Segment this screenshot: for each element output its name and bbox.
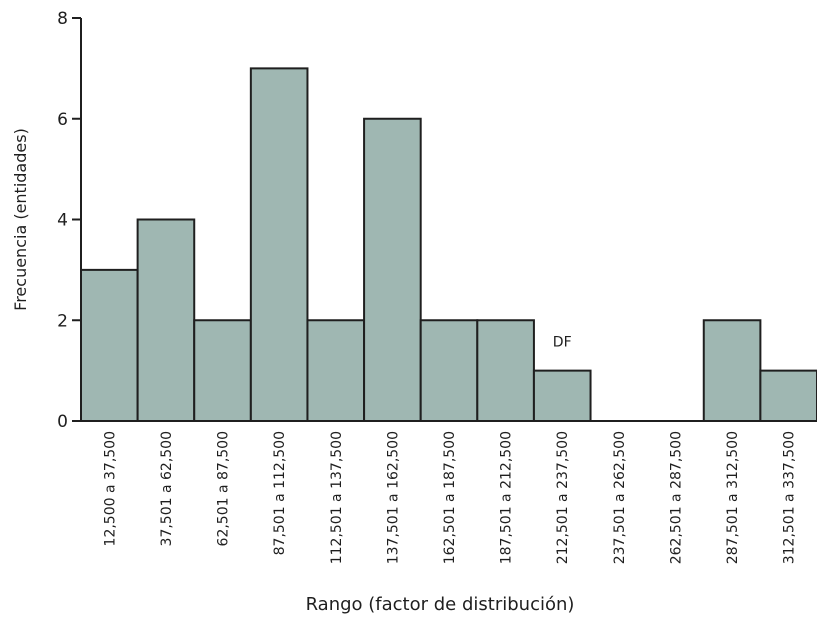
y-tick-label: 2 bbox=[57, 311, 68, 331]
x-tick-label: 212,501 a 237,500 bbox=[555, 431, 571, 564]
y-tick-label: 4 bbox=[57, 211, 68, 231]
x-tick-label: 312,501 a 337,500 bbox=[782, 431, 798, 564]
histogram-bar bbox=[249, 67, 309, 422]
x-axis-title: Rango (factor de distribución) bbox=[306, 594, 575, 615]
x-tick-label: 112,501 a 137,500 bbox=[329, 431, 345, 564]
x-tick-label: 62,501 a 87,500 bbox=[216, 431, 232, 546]
y-axis-title: Frecuencia (entidades) bbox=[11, 128, 30, 311]
histogram-bar bbox=[702, 319, 762, 422]
y-tick-label: 0 bbox=[57, 412, 68, 432]
annotations-layer: DF bbox=[553, 335, 572, 351]
x-tick-label: 187,501 a 212,500 bbox=[499, 431, 515, 564]
x-tick-label: 12,500 a 37,500 bbox=[102, 431, 118, 546]
y-ticks-layer: 0 2 4 6 8 bbox=[57, 9, 81, 432]
histogram-bar bbox=[759, 369, 817, 422]
y-tick-label: 8 bbox=[57, 9, 68, 29]
y-tick-label: 6 bbox=[57, 110, 68, 130]
histogram-bar bbox=[80, 268, 139, 422]
histogram-bar bbox=[532, 369, 592, 422]
x-tick-label: 262,501 a 287,500 bbox=[668, 431, 684, 564]
x-ticks-layer: 12,500 a 37,500 37,501 a 62,500 62,501 a 8… bbox=[102, 431, 797, 564]
x-tick-label: 287,501 a 312,500 bbox=[725, 431, 741, 564]
x-tick-label: 237,501 a 262,500 bbox=[612, 431, 628, 564]
histogram-bar bbox=[136, 218, 196, 422]
histogram-bar bbox=[363, 117, 422, 422]
x-tick-label: 137,501 a 162,500 bbox=[385, 431, 401, 564]
histogram-bar bbox=[193, 319, 252, 422]
histogram-bar bbox=[306, 319, 366, 422]
histogram-bar bbox=[419, 319, 479, 422]
annotation-label: DF bbox=[553, 335, 572, 351]
x-tick-label: 87,501 a 112,500 bbox=[272, 431, 288, 555]
x-tick-label: 37,501 a 62,500 bbox=[159, 431, 175, 546]
bars-layer bbox=[80, 67, 817, 422]
x-tick-label: 162,501 a 187,500 bbox=[442, 431, 458, 564]
histogram-bar bbox=[476, 319, 535, 422]
